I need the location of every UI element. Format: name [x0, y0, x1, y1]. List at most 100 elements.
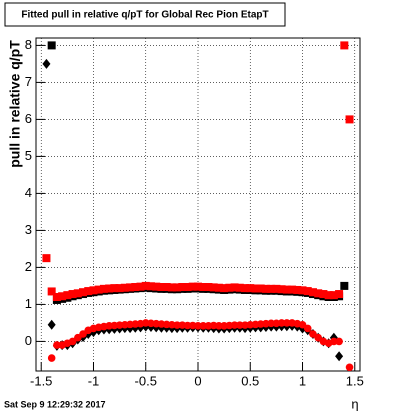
y-axis-label: pull in relative q/pT [7, 40, 23, 168]
data-point [47, 41, 56, 50]
data-point [157, 283, 166, 292]
data-point [42, 254, 51, 263]
x-tick-label: 0 [194, 373, 201, 388]
data-point [324, 291, 333, 300]
plot-frame [35, 37, 361, 372]
data-point [256, 284, 265, 293]
data-point [173, 321, 181, 329]
data-point [303, 324, 312, 333]
data-point [47, 287, 56, 296]
data-point [58, 292, 67, 301]
data-point [335, 337, 343, 346]
data-point [204, 283, 213, 292]
data-point [340, 41, 349, 50]
data-point [63, 291, 72, 300]
data-point [73, 289, 82, 298]
data-point [215, 322, 223, 330]
x-tick-label: 1 [299, 373, 306, 388]
data-point [99, 284, 108, 293]
y-tick-label: 4 [25, 185, 32, 200]
data-point [345, 115, 354, 124]
chart-title: Fitted pull in relative q/pT for Global … [21, 10, 268, 21]
data-point [340, 281, 349, 290]
data-point [230, 321, 239, 329]
data-point [277, 319, 286, 327]
data-point [120, 283, 129, 292]
y-tick-label: 8 [25, 37, 32, 52]
data-point [188, 282, 197, 291]
data-point [236, 321, 244, 329]
data-point [52, 293, 61, 301]
data-point [53, 341, 61, 349]
data-point [329, 291, 338, 300]
data-point [47, 354, 56, 362]
y-tick-label: 6 [25, 111, 32, 126]
data-point [303, 287, 312, 296]
footer: Sat Sep 9 12:29:32 2017 [4, 399, 106, 409]
data-point [47, 319, 56, 330]
data-point [288, 285, 297, 294]
data-point [282, 285, 291, 294]
data-point [115, 284, 124, 293]
data-point [84, 287, 93, 296]
data-point [246, 284, 255, 293]
data-point [110, 284, 119, 293]
data-point [330, 337, 338, 346]
data-point [298, 286, 307, 295]
y-tick-label: 2 [25, 259, 32, 274]
x-tick-label: 1.5 [346, 373, 364, 388]
data-point [68, 290, 77, 299]
data-point [314, 289, 323, 298]
data-point [152, 282, 161, 291]
data-point [209, 283, 218, 292]
data-point [335, 351, 344, 362]
y-tick-label: 3 [25, 222, 32, 237]
data-point [162, 283, 171, 292]
x-tick-label: -0.5 [135, 373, 157, 388]
data-point [267, 284, 276, 293]
data-point [146, 282, 155, 291]
data-point [194, 322, 202, 330]
data-point [194, 282, 202, 291]
data-point [345, 363, 354, 372]
data-point [141, 281, 150, 290]
data-point [241, 284, 250, 293]
data-point [214, 283, 223, 292]
title-box [4, 2, 286, 27]
x-axis-label: η [351, 396, 358, 411]
data-point [178, 283, 187, 292]
y-tick-label: 0 [25, 333, 32, 348]
data-point [235, 283, 244, 292]
data-point [225, 283, 234, 292]
data-point [199, 283, 208, 292]
data-point [105, 284, 114, 293]
x-tick-label: 0.5 [241, 373, 259, 388]
y-tick-label: 1 [25, 296, 32, 311]
data-point [251, 284, 260, 293]
data-point [272, 284, 281, 293]
data-point [335, 290, 344, 299]
data-point [131, 283, 140, 292]
data-point [230, 283, 239, 292]
data-point [126, 283, 135, 292]
data-point [199, 322, 208, 330]
data-point [89, 286, 98, 295]
data-point [79, 288, 88, 297]
data-point [267, 319, 275, 328]
y-tick-label: 7 [25, 74, 32, 89]
data-point [173, 283, 182, 292]
data-point [308, 288, 317, 297]
data-point [42, 58, 51, 69]
data-point [277, 285, 286, 294]
data-point [94, 285, 103, 294]
data-point [319, 290, 328, 299]
data-point [283, 319, 291, 327]
data-point [261, 284, 270, 293]
x-tick-label: -1.5 [30, 373, 52, 388]
data-point [136, 282, 145, 291]
data-point [220, 284, 229, 293]
y-tick-label: 5 [25, 148, 32, 163]
